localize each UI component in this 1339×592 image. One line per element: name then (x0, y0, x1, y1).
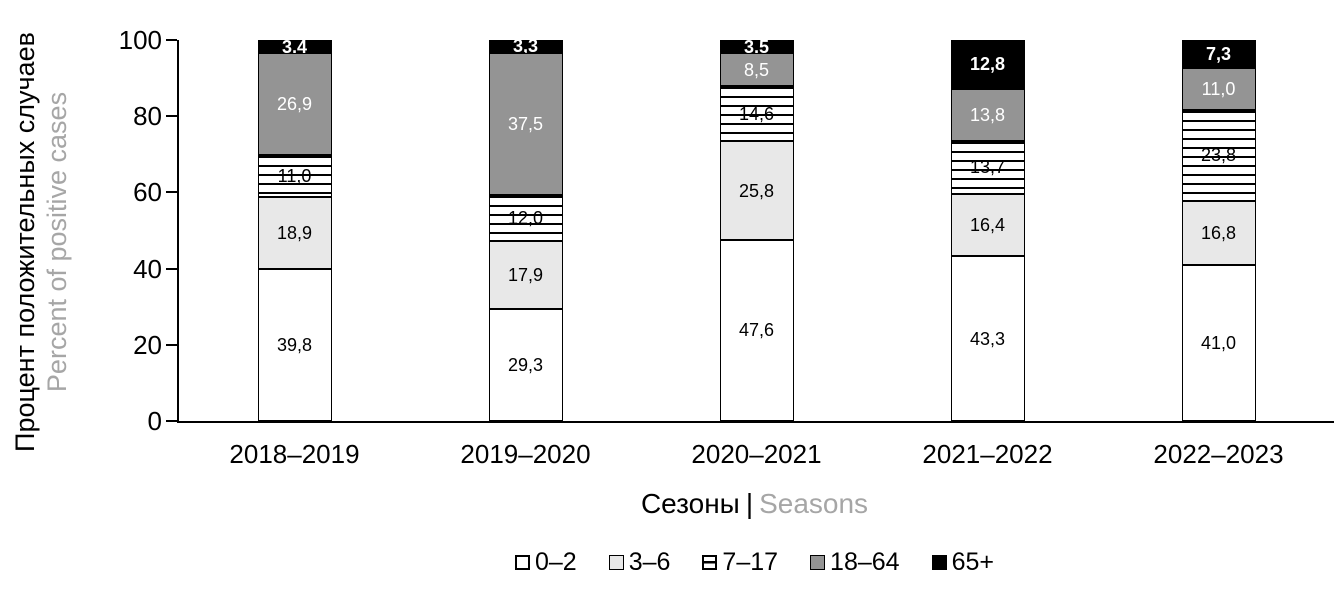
legend-label: 3–6 (628, 548, 671, 576)
legend-label: 18–64 (830, 548, 900, 576)
legend-swatch-icon (931, 555, 947, 570)
y-axis-title-ru: Процент положительных случаев (10, 32, 41, 452)
plot-area: 0 20 40 60 80 100 39,8 18,9 11,0 26,9 3,4 2018–2019… (119, 27, 1334, 467)
x-axis-title-ru: Сезоны (640, 488, 740, 519)
legend-label: 0–2 (534, 548, 577, 576)
segment-value-label: 47,6 (738, 320, 775, 341)
y-tick (166, 343, 177, 346)
bar-segment-0–2: 43,3 (950, 256, 1025, 421)
bar-2018–2019: 39,8 18,9 11,0 26,9 3,4 (257, 36, 332, 421)
x-tick-label: 2022–2023 (1153, 439, 1284, 469)
x-tick-label: 2021–2022 (922, 439, 1053, 469)
segment-value-label: 17,9 (507, 265, 544, 286)
y-tick-label: 0 (147, 406, 162, 436)
segment-value-label: 18,9 (276, 223, 313, 244)
bar-segment-0–2: 39,8 (257, 269, 332, 421)
segment-value-label: 37,5 (507, 114, 544, 135)
y-tick (166, 267, 177, 270)
legend-item-0–2: 0–2 (514, 548, 577, 577)
segment-value-label: 7,3 (1205, 44, 1232, 65)
legend-item-18–64: 18–64 (810, 548, 900, 577)
bar-2022–2023: 41,0 16,8 23,8 11,0 7,3 (1181, 40, 1256, 421)
x-axis-title: Сезоны | Seasons (177, 490, 1332, 518)
segment-value-label: 26,9 (276, 94, 313, 115)
legend-swatch-icon (608, 555, 624, 570)
segment-value-label: 39,8 (276, 335, 313, 356)
bar-segment-18–64: 37,5 (488, 52, 563, 196)
bar-2020–2021: 47,6 25,8 14,6 8,5 3,5 (719, 36, 794, 421)
x-tick-label: 2020–2021 (691, 439, 822, 469)
y-axis-title-en: Percent of positive cases (42, 91, 72, 393)
bar-segment-3–6: 16,8 (1181, 200, 1256, 265)
bar-segment-7–17: 14,6 (719, 85, 794, 142)
bar-segment-3–6: 16,4 (950, 193, 1025, 257)
bar-segment-7–17: 23,8 (1181, 110, 1256, 201)
x-tick-label: 2018–2019 (229, 439, 360, 469)
segment-value-label: 43,3 (969, 328, 1006, 349)
legend-swatch-icon (702, 555, 718, 570)
bar-segment-65+: 3,3 (488, 36, 563, 57)
y-axis-title: Процент положительных случаев Percent of… (10, 0, 74, 552)
legend-label: 65+ (951, 548, 994, 576)
legend-item-65+: 65+ (931, 548, 994, 577)
y-tick-label: 60 (133, 177, 162, 208)
y-tick (166, 39, 177, 41)
bar-segment-0–2: 41,0 (1181, 264, 1256, 421)
x-axis-title-separator: | (745, 488, 754, 519)
y-tick-label: 80 (133, 101, 162, 132)
y-tick-label: 100 (118, 25, 162, 55)
segment-value-label: 14,6 (738, 103, 775, 124)
segment-value-label: 3,5 (743, 36, 770, 57)
segment-value-label: 13,8 (969, 105, 1006, 126)
y-tick (166, 420, 177, 422)
y-tick-label: 40 (133, 253, 162, 284)
segment-value-label: 3,4 (281, 36, 308, 57)
legend-item-7–17: 7–17 (702, 548, 778, 577)
bar-segment-3–6: 18,9 (257, 197, 332, 270)
bar-2019–2020: 29,3 17,9 12,0 37,5 3,3 (488, 36, 563, 421)
bar-segment-18–64: 8,5 (719, 53, 794, 86)
bar-segment-3–6: 17,9 (488, 241, 563, 310)
legend-label: 7–17 (722, 548, 779, 576)
segment-value-label: 8,5 (743, 59, 770, 80)
bar-segment-65+: 3,4 (257, 36, 332, 57)
segment-value-label: 11,0 (277, 166, 312, 187)
bar-segment-18–64: 11,0 (1181, 68, 1256, 111)
segment-value-label: 11,0 (1201, 79, 1236, 100)
segment-value-label: 41,0 (1200, 332, 1237, 353)
segment-value-label: 13,7 (969, 157, 1006, 178)
segment-value-label: 25,8 (738, 180, 775, 201)
segment-value-label: 16,8 (1200, 222, 1237, 243)
legend-item-3–6: 3–6 (608, 548, 671, 577)
bar-segment-65+: 7,3 (1181, 40, 1256, 69)
bar-segment-18–64: 13,8 (950, 88, 1025, 142)
segment-value-label: 12,0 (507, 208, 544, 229)
segment-value-label: 16,4 (969, 214, 1006, 235)
bar-segment-3–6: 25,8 (719, 141, 794, 240)
segment-value-label: 29,3 (507, 355, 544, 376)
y-tick (166, 191, 177, 194)
x-tick-label: 2019–2020 (460, 439, 591, 469)
segment-value-label: 12,8 (969, 54, 1006, 75)
legend-swatch-icon (514, 555, 530, 570)
x-axis-title-en: Seasons (759, 488, 869, 519)
bar-segment-18–64: 26,9 (257, 52, 332, 156)
segment-value-label: 3,3 (512, 36, 539, 57)
y-tick-label: 20 (133, 329, 162, 360)
segment-value-label: 23,8 (1200, 145, 1237, 166)
bar-segment-65+: 3,5 (719, 36, 794, 57)
bar-2021–2022: 43,3 16,4 13,7 13,8 12,8 (950, 40, 1025, 421)
y-tick (166, 115, 177, 118)
bar-segment-0–2: 47,6 (719, 239, 794, 421)
legend-swatch-icon (810, 555, 826, 570)
bar-segment-7–17: 11,0 (257, 155, 332, 198)
bar-segment-7–17: 13,7 (950, 141, 1025, 194)
bar-segment-7–17: 12,0 (488, 195, 563, 242)
bar-segment-65+: 12,8 (950, 40, 1025, 89)
chart-legend: 0–2 3–6 7–17 18–64 65+ (177, 548, 1332, 577)
bar-segment-0–2: 29,3 (488, 309, 563, 421)
